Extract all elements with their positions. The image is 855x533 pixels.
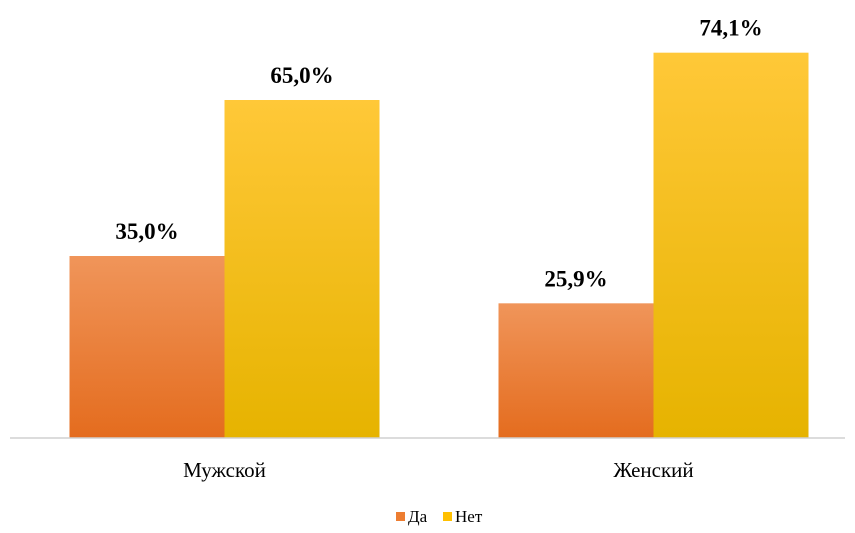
data-label-net-female: 74,1% xyxy=(699,16,762,41)
data-label-da-male: 35,0% xyxy=(115,219,178,244)
data-labels-group: 35,0% 65,0% 25,9% 74,1% xyxy=(115,16,762,292)
x-tick-label-female: Женский xyxy=(613,458,693,482)
x-tick-labels: Мужской Женский xyxy=(183,458,694,482)
bar-net-male xyxy=(224,100,380,438)
legend-label-da: Да xyxy=(408,507,428,526)
legend-label-net: Нет xyxy=(455,507,483,526)
legend-swatch-net xyxy=(443,512,452,521)
data-label-net-male: 65,0% xyxy=(270,63,333,88)
data-label-da-female: 25,9% xyxy=(544,266,607,291)
legend: Да Нет xyxy=(396,507,483,526)
bar-da-female xyxy=(498,303,654,438)
bar-da-male xyxy=(69,256,225,438)
bar-net-female xyxy=(653,52,809,439)
bars-group xyxy=(69,52,809,439)
legend-swatch-da xyxy=(396,512,405,521)
x-tick-label-male: Мужской xyxy=(183,458,266,482)
